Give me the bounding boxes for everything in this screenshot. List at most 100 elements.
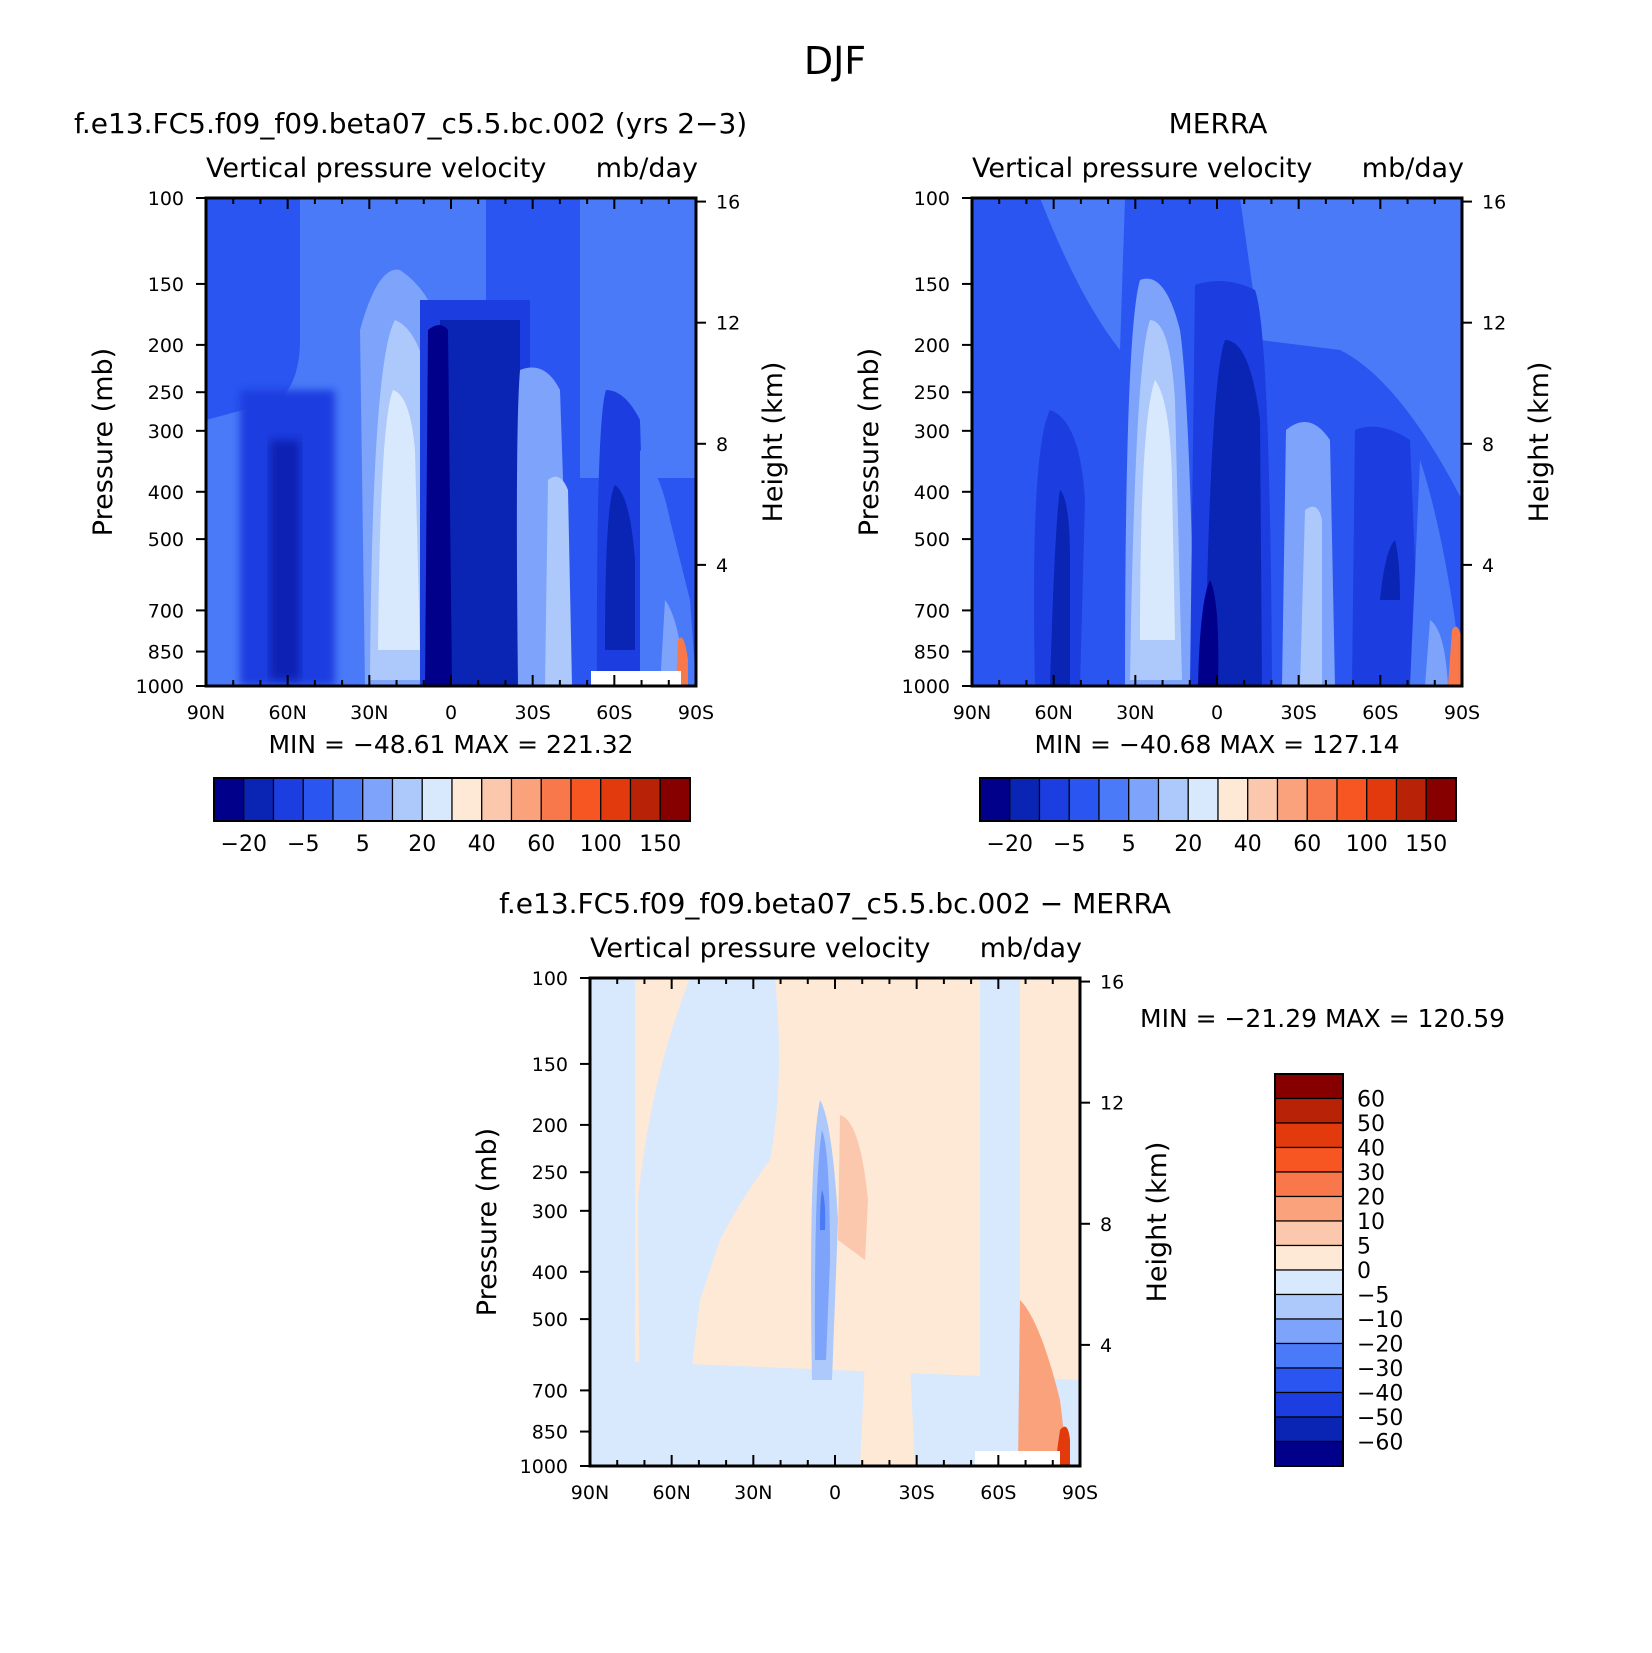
colorbar-swatch xyxy=(1009,777,1041,822)
colorbar-label: 150 xyxy=(639,832,681,857)
colorbar-label: 40 xyxy=(1234,832,1262,857)
colorbar-frame xyxy=(979,777,1457,822)
panel-subtitle: Vertical pressure velocity xyxy=(590,933,930,964)
latitude-tick-label: 90N xyxy=(571,1482,609,1504)
colorbar-swatch xyxy=(1217,777,1249,822)
pressure-tick-label: 100 xyxy=(914,188,950,210)
height-ticks: 16 12 8 4 xyxy=(1462,192,1506,577)
pressure-tick-label: 500 xyxy=(532,1309,568,1331)
min-max-text: MIN = −48.61 MAX = 221.32 xyxy=(268,730,633,759)
colorbar-label: 0 xyxy=(1357,1259,1371,1284)
colorbar-swatch xyxy=(362,777,394,822)
colorbar-swatch xyxy=(1276,777,1308,822)
latitude-tick-label: 60S xyxy=(980,1482,1016,1504)
colorbar-swatch xyxy=(1274,1269,1344,1296)
pressure-tick-label: 150 xyxy=(914,274,950,296)
colorbar-swatch xyxy=(600,777,632,822)
latitude-tick-label: 30N xyxy=(734,1482,772,1504)
latitude-tick-label: 60N xyxy=(652,1482,690,1504)
pressure-tick-label: 200 xyxy=(148,335,184,357)
colorbar-label: 30 xyxy=(1357,1161,1385,1186)
colorbar-swatch xyxy=(659,777,691,822)
panel-title: f.e13.FC5.f09_f09.beta07_c5.5.bc.002 − M… xyxy=(499,887,1171,920)
colorbar-label: 10 xyxy=(1357,1210,1385,1235)
colorbar-swatch xyxy=(1038,777,1070,822)
height-tick-label: 8 xyxy=(1482,434,1494,456)
colorbar-swatch xyxy=(540,777,572,822)
contour-field xyxy=(206,198,696,686)
colorbar-label: −20 xyxy=(1357,1333,1403,1358)
colorbar-label: 40 xyxy=(468,832,496,857)
colorbar-label: 20 xyxy=(408,832,436,857)
colorbar-swatch xyxy=(1274,1220,1344,1247)
pressure-ticks: 100 150 200 250 300 400 500 700 850 1000 xyxy=(902,188,972,698)
latitude-tick-label: 30N xyxy=(350,702,388,724)
colorbar-swatch xyxy=(302,777,334,822)
colorbar-label: 5 xyxy=(356,832,370,857)
colorbar-swatch xyxy=(1274,1293,1344,1320)
pressure-tick-label: 200 xyxy=(532,1115,568,1137)
pressure-tick-label: 100 xyxy=(532,968,568,990)
pressure-tick-label: 300 xyxy=(148,421,184,443)
colorbar-label: 5 xyxy=(1122,832,1136,857)
colorbar-swatch xyxy=(1274,1097,1344,1124)
colorbar-swatch xyxy=(1366,777,1398,822)
latitude-tick-label: 60N xyxy=(268,702,306,724)
colorbar-swatch xyxy=(243,777,275,822)
colorbar-label: 60 xyxy=(527,832,555,857)
pressure-tick-label: 150 xyxy=(148,274,184,296)
colorbar-swatch xyxy=(1274,1146,1344,1173)
y-axis-label-right: Height (km) xyxy=(1524,362,1555,523)
colorbar-label: 20 xyxy=(1174,832,1202,857)
latitude-ticks: 90N 60N 30N 0 30S 60S 90S xyxy=(953,198,1480,724)
colorbar: −20 −5 5 20 40 60 100 150 xyxy=(213,777,691,857)
min-max-text: MIN = −40.68 MAX = 127.14 xyxy=(1034,730,1399,759)
colorbar-label: −20 xyxy=(987,832,1033,857)
colorbar-label: 20 xyxy=(1357,1186,1385,1211)
contour-field xyxy=(590,978,1080,1466)
colorbar-label: −50 xyxy=(1357,1406,1403,1431)
latitude-tick-label: 0 xyxy=(445,702,457,724)
colorbar-swatch xyxy=(629,777,661,822)
colorbar-swatch xyxy=(1274,1342,1344,1369)
height-tick-label: 16 xyxy=(1100,972,1124,994)
colorbar-swatch xyxy=(1425,777,1457,822)
colorbar-swatch xyxy=(1274,1195,1344,1222)
colorbar-swatch xyxy=(213,777,245,822)
colorbar-swatch xyxy=(1274,1122,1344,1149)
height-tick-label: 4 xyxy=(1482,555,1494,577)
colorbar-label: −30 xyxy=(1357,1357,1403,1382)
panel-units: mb/day xyxy=(980,933,1082,964)
pressure-tick-label: 850 xyxy=(532,1422,568,1444)
height-ticks: 16 12 8 4 xyxy=(1080,972,1124,1357)
colorbar-swatch xyxy=(1187,777,1219,822)
latitude-ticks: 90N 60N 30N 0 30S 60S 90S xyxy=(187,198,714,724)
colorbar-swatch xyxy=(1274,1244,1344,1271)
latitude-tick-label: 30S xyxy=(1281,702,1317,724)
colorbar-label: −20 xyxy=(221,832,267,857)
colorbar-label: 5 xyxy=(1357,1235,1371,1260)
colorbar-swatch xyxy=(979,777,1011,822)
colorbar-swatch xyxy=(451,777,483,822)
colorbar-label: 60 xyxy=(1293,832,1321,857)
height-tick-label: 12 xyxy=(716,313,740,335)
pressure-tick-label: 250 xyxy=(148,382,184,404)
latitude-tick-label: 0 xyxy=(829,1482,841,1504)
pressure-tick-label: 500 xyxy=(148,529,184,551)
colorbar-swatch xyxy=(1336,777,1368,822)
colorbar-label: −60 xyxy=(1357,1431,1403,1456)
latitude-tick-label: 30S xyxy=(899,1482,935,1504)
colorbar-label: −5 xyxy=(1357,1284,1389,1309)
y-axis-label-right: Height (km) xyxy=(1142,1142,1173,1303)
latitude-tick-label: 30S xyxy=(515,702,551,724)
colorbar-label: 60 xyxy=(1357,1088,1385,1113)
pressure-ticks: 100 150 200 250 300 400 500 700 850 1000 xyxy=(520,968,590,1478)
pressure-tick-label: 250 xyxy=(914,382,950,404)
colorbar-frame xyxy=(1274,1073,1344,1467)
colorbar-swatch xyxy=(570,777,602,822)
latitude-tick-label: 60S xyxy=(1362,702,1398,724)
panel-units: mb/day xyxy=(596,153,698,184)
pressure-tick-label: 850 xyxy=(148,642,184,664)
colorbar-label: 40 xyxy=(1357,1137,1385,1162)
